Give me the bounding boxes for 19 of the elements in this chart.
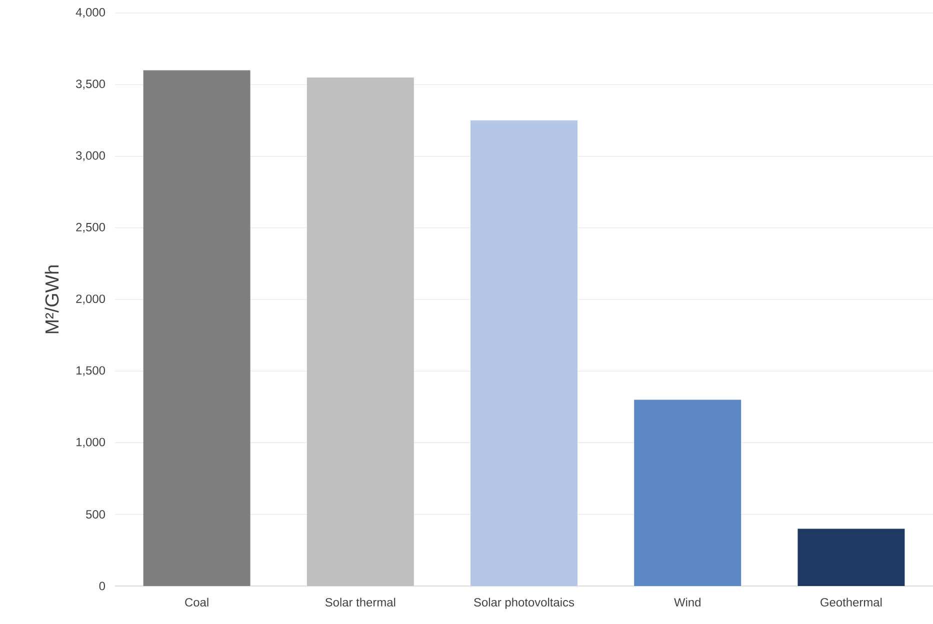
bar — [634, 400, 742, 586]
bar — [143, 70, 250, 586]
y-axis-title: M²/GWh — [44, 265, 59, 334]
y-tick-label: 500 — [86, 510, 106, 519]
x-tick-label: Solar photovoltaics — [474, 598, 574, 609]
y-tick-label: 2,500 — [76, 222, 106, 233]
bar — [798, 528, 905, 586]
y-tick-label: 4,000 — [76, 8, 106, 18]
x-tick-label: Wind — [674, 598, 700, 607]
bar — [470, 120, 578, 586]
y-tick-label: 3,500 — [76, 80, 106, 90]
y-tick-label: 2,000 — [76, 294, 106, 304]
x-tick-label: Coal — [185, 598, 208, 607]
y-tick-label: 0 — [99, 582, 106, 590]
y-tick-label: 1,000 — [76, 438, 106, 448]
x-tick-label: Solar thermal — [325, 598, 396, 607]
x-tick-label: Geothermal — [820, 598, 882, 607]
y-tick-label: 3,000 — [76, 151, 106, 162]
y-tick-label: 1,500 — [76, 366, 106, 376]
